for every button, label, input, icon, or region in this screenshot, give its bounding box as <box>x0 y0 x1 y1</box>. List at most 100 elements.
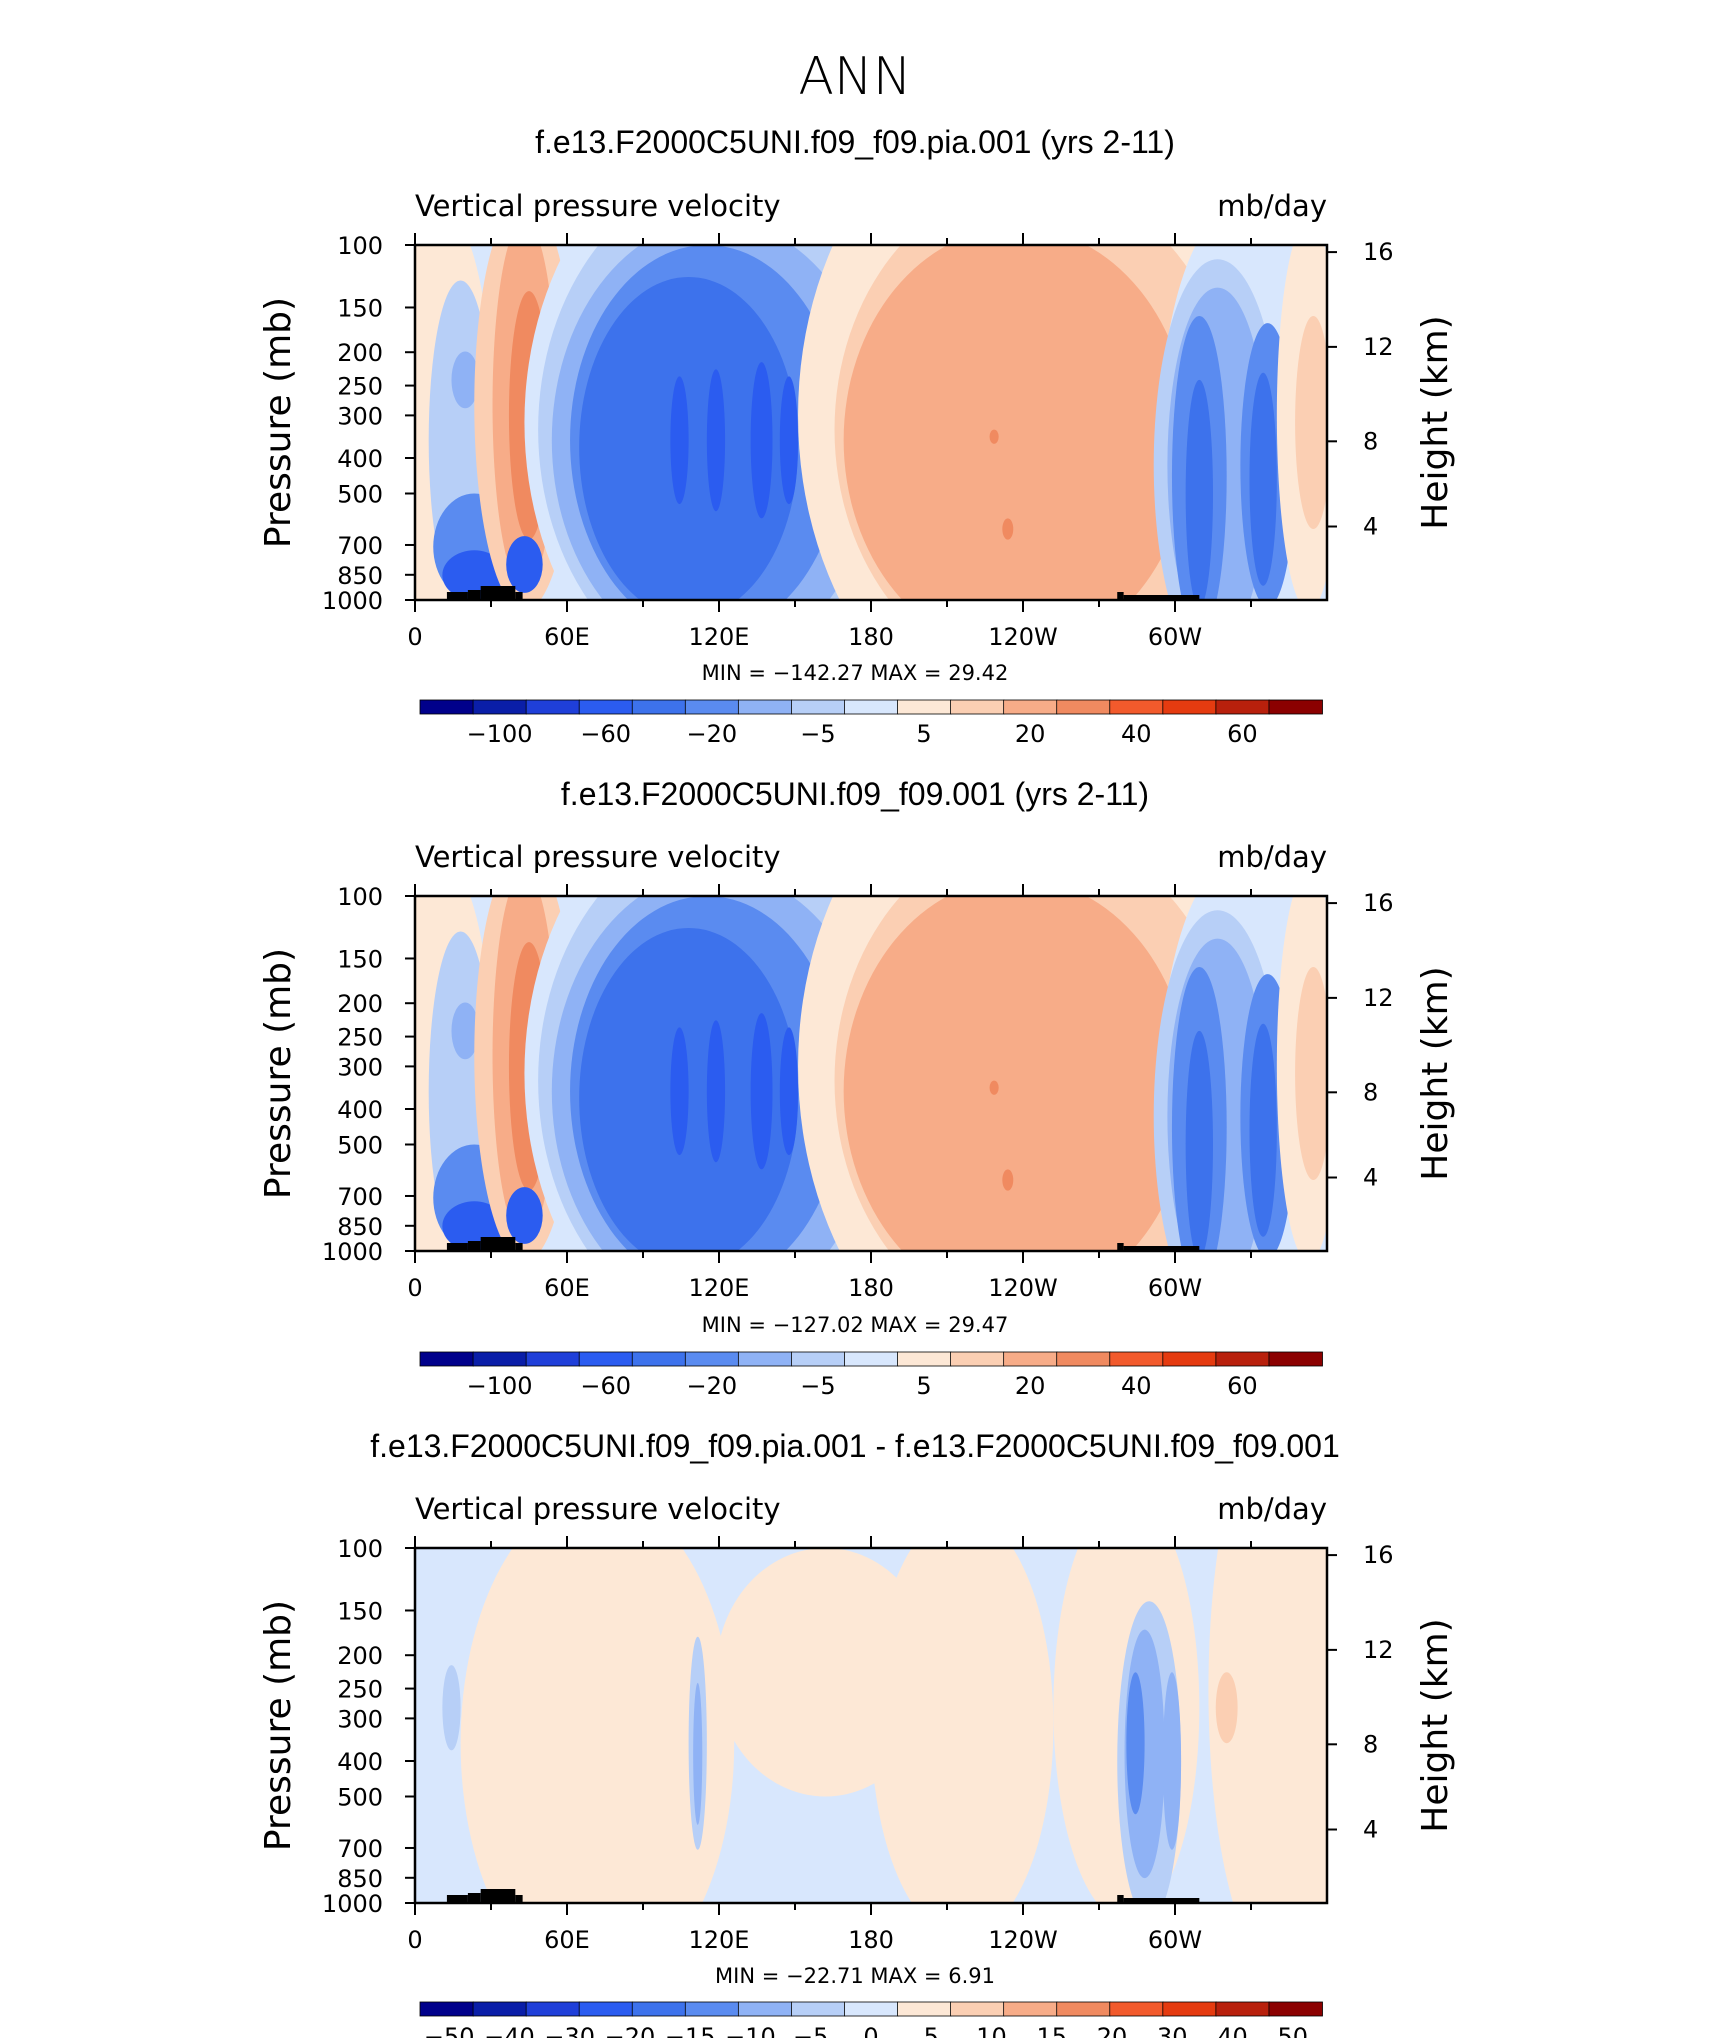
colorbar-label: −5 <box>800 720 835 748</box>
colorbar-label: 50 <box>1278 2023 1309 2038</box>
colorbar-swatch <box>1268 699 1323 715</box>
colorbar-label: 60 <box>1227 720 1258 748</box>
colorbar-label: 40 <box>1121 1372 1152 1400</box>
height-tick-label: 12 <box>1363 333 1394 361</box>
x-tick-label: 60E <box>544 623 590 651</box>
right-axis-title: Height (km) <box>1415 315 1456 529</box>
colorbar-swatch <box>950 1351 1005 1367</box>
colorbar: −100 −60 −20 −5 5 20 40 60 <box>419 1351 1323 1400</box>
colorbar-swatch <box>844 699 899 715</box>
colorbar-swatch <box>1215 699 1270 715</box>
colorbar-swatch <box>1162 2001 1217 2017</box>
y-tick-label: 700 <box>337 1835 383 1863</box>
y-tick-label: 100 <box>337 232 383 260</box>
colorbar-swatch <box>419 1351 474 1367</box>
colorbar-swatch <box>897 1351 952 1367</box>
y-tick-label: 300 <box>337 402 383 430</box>
y-tick-label: 200 <box>337 1642 383 1670</box>
contour-region <box>451 351 479 409</box>
colorbar-swatch <box>844 2001 899 2017</box>
y-tick-label: 100 <box>337 1535 383 1563</box>
colorbar-swatch <box>737 1351 793 1367</box>
colorbar-swatch <box>525 1351 581 1367</box>
colorbar-swatch <box>525 699 581 715</box>
x-tick-label: 60E <box>544 1926 590 1954</box>
y-tick-label: 100 <box>337 883 383 911</box>
x-tick-label: 60W <box>1148 1926 1202 1954</box>
y-tick-label: 400 <box>337 1096 383 1124</box>
contour-region <box>750 362 773 519</box>
colorbar-label: −10 <box>725 2023 776 2038</box>
x-tick-label: 0 <box>407 1926 422 1954</box>
x-tick-label: 60E <box>544 1274 590 1302</box>
colorbar-swatch <box>578 699 634 715</box>
variable-label: Vertical pressure velocity <box>415 840 781 874</box>
terrain-block <box>515 592 523 600</box>
contour-region <box>989 429 999 444</box>
colorbar-swatch <box>1056 699 1111 715</box>
chart-panel-3: f.e13.F2000C5UNI.f09_f09.pia.001 - f.e13… <box>258 1428 1456 2038</box>
min-max-stats: MIN = −127.02 MAX = 29.47 <box>702 1313 1009 1337</box>
terrain-block <box>467 1241 481 1251</box>
contour-region <box>1295 316 1327 529</box>
terrain-block <box>1123 1246 1200 1251</box>
y-axis-title: Pressure (mb) <box>258 297 299 548</box>
colorbar-label: −100 <box>467 720 533 748</box>
terrain-block <box>446 1243 468 1251</box>
contour-region <box>579 928 799 1251</box>
contour-region <box>1002 1169 1014 1191</box>
x-tick-label: 180 <box>848 1926 894 1954</box>
x-tick-label: 120W <box>988 1274 1058 1302</box>
contour-region <box>779 376 799 505</box>
terrain-block <box>1123 1898 1200 1903</box>
units-label: mb/day <box>1217 840 1327 874</box>
chart-panel-1: f.e13.F2000C5UNI.f09_f09.pia.001 (yrs 2-… <box>258 124 1456 748</box>
y-axis-title: Pressure (mb) <box>258 948 299 1199</box>
colorbar-swatch <box>1109 1351 1164 1367</box>
panel-title: f.e13.F2000C5UNI.f09_f09.pia.001 (yrs 2-… <box>535 124 1175 160</box>
terrain-block <box>446 1895 468 1903</box>
colorbar-label: 20 <box>1097 2023 1128 2038</box>
y-tick-label: 150 <box>337 294 383 322</box>
contour-field <box>415 245 1327 600</box>
colorbar-label: 20 <box>1015 720 1046 748</box>
y-tick-label: 400 <box>337 445 383 473</box>
colorbar-label: −20 <box>605 2023 656 2038</box>
colorbar-swatch <box>525 2001 581 2017</box>
height-tick-label: 16 <box>1363 1541 1394 1569</box>
contour-region <box>1249 1023 1277 1237</box>
colorbar-swatch <box>631 699 687 715</box>
height-tick-label: 4 <box>1363 1164 1378 1192</box>
y-tick-label: 300 <box>337 1705 383 1733</box>
contour-region <box>706 1020 726 1163</box>
y-tick-label: 250 <box>337 1676 383 1704</box>
y-tick-label: 850 <box>337 562 383 590</box>
plot-area <box>413 1546 1329 1905</box>
colorbar-label: 40 <box>1121 720 1152 748</box>
y-tick-label: 300 <box>337 1053 383 1081</box>
colorbar-label: 5 <box>924 2023 939 2038</box>
contour-region <box>871 1548 1054 1903</box>
right-axis-title: Height (km) <box>1415 966 1456 1180</box>
colorbar-swatch <box>737 699 793 715</box>
y-tick-label: 1000 <box>322 1890 383 1918</box>
contour-region <box>460 1548 735 1903</box>
terrain-block <box>515 1243 523 1251</box>
units-label: mb/day <box>1217 1492 1327 1526</box>
units-label: mb/day <box>1217 189 1327 223</box>
y-axis-title: Pressure (mb) <box>258 1600 299 1851</box>
colorbar-label: 5 <box>916 720 931 748</box>
contour-region <box>750 1013 773 1170</box>
y-tick-label: 250 <box>337 1024 383 1052</box>
colorbar-swatch <box>1109 2001 1164 2017</box>
y-tick-label: 200 <box>337 339 383 367</box>
x-tick-label: 120E <box>689 1274 750 1302</box>
x-tick-label: 120E <box>689 623 750 651</box>
y-tick-label: 500 <box>337 481 383 509</box>
colorbar-label: −40 <box>484 2023 535 2038</box>
colorbar-swatch <box>737 2001 793 2017</box>
y-tick-label: 200 <box>337 990 383 1018</box>
y-tick-label: 500 <box>337 1132 383 1160</box>
colorbar-label: 10 <box>976 2023 1007 2038</box>
height-tick-label: 8 <box>1363 1730 1378 1758</box>
